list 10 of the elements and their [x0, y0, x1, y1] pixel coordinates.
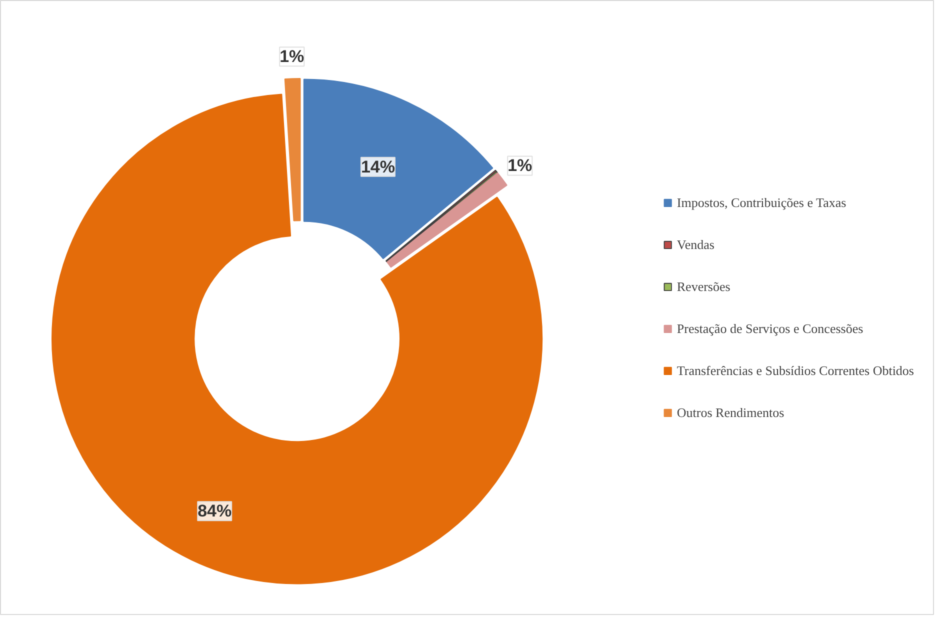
data-label: 1%	[280, 47, 304, 66]
legend-label: Reversões	[676, 278, 730, 294]
legend-label: Transferências e Subsídios Correntes Obtidos	[676, 362, 914, 378]
legend-label: Prestação de Serviços e Concessões	[676, 320, 864, 336]
data-label: 84%	[198, 502, 232, 521]
legend-label: Vendas	[676, 236, 714, 252]
data-label: 1%	[508, 156, 532, 176]
legend-label: Impostos, Contribuições e Taxas	[676, 194, 846, 210]
data-label: 14%	[360, 157, 395, 176]
legend-label: Outros Rendimentos	[676, 404, 784, 420]
